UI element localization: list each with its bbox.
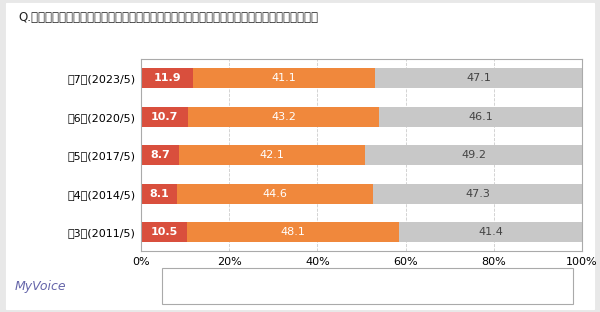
Text: 43.2: 43.2 (271, 112, 296, 122)
Bar (141, 69, 193, 88)
Bar (141, 145, 179, 165)
Bar (141, 222, 187, 242)
Text: 47.1: 47.1 (466, 73, 491, 84)
Bar (375, 69, 583, 88)
Bar (400, 222, 582, 242)
Bar (141, 184, 177, 203)
Bar (193, 69, 375, 88)
Bar (365, 145, 582, 165)
Text: 49.2: 49.2 (461, 150, 486, 160)
Bar (188, 107, 379, 127)
Text: 46.1: 46.1 (468, 112, 493, 122)
Text: Q.りんご酢や黒酢、もろみ酢などの食酢（飲用酢）を飲み物として飲んだことがありますか？: Q.りんご酢や黒酢、もろみ酢などの食酢（飲用酢）を飲み物として飲んだことがありま… (18, 11, 318, 24)
Legend: 現在飲用している, 飲用したことがある, 飲用したことはない: 現在飲用している, 飲用したことがある, 飲用したことはない (235, 278, 500, 295)
Text: 10.5: 10.5 (151, 227, 178, 237)
Text: 41.1: 41.1 (272, 73, 296, 84)
Text: 8.7: 8.7 (151, 150, 170, 160)
Text: 41.4: 41.4 (478, 227, 503, 237)
Text: 42.1: 42.1 (260, 150, 284, 160)
Bar (141, 107, 188, 127)
Text: 48.1: 48.1 (281, 227, 306, 237)
Text: 8.1: 8.1 (149, 188, 169, 199)
Text: 11.9: 11.9 (154, 73, 181, 84)
Bar (373, 184, 582, 203)
Text: MyVoice: MyVoice (15, 280, 67, 293)
Text: 10.7: 10.7 (151, 112, 178, 122)
Bar (379, 107, 582, 127)
Bar (179, 145, 365, 165)
Bar (187, 222, 400, 242)
Bar (177, 184, 373, 203)
Text: 44.6: 44.6 (263, 188, 287, 199)
Text: 47.3: 47.3 (465, 188, 490, 199)
